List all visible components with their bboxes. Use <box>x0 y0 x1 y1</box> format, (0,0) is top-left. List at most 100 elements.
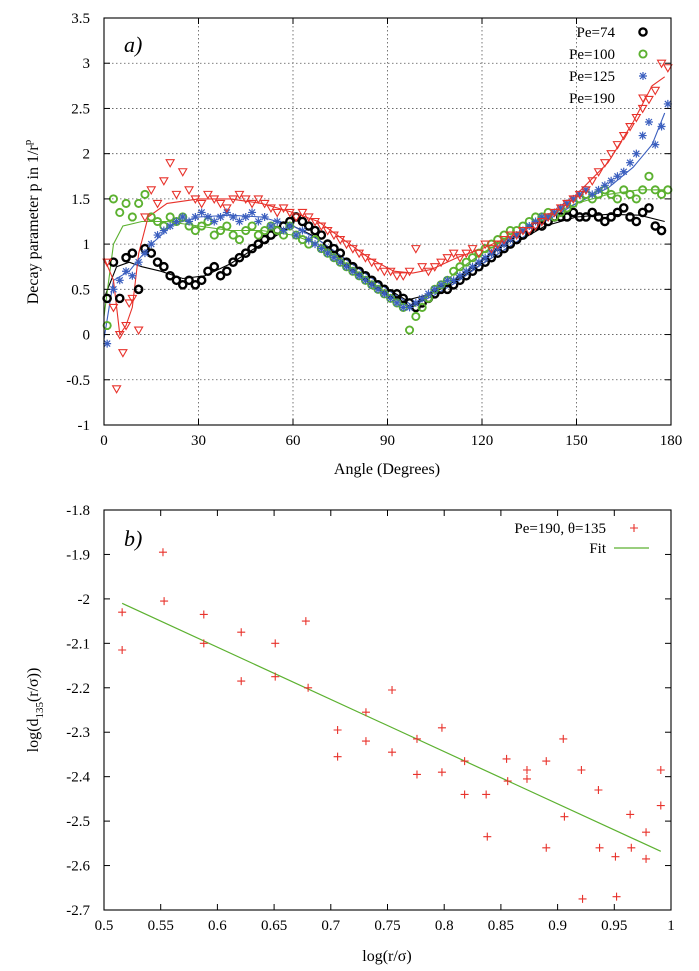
data-point <box>599 159 610 168</box>
data-point <box>581 212 591 222</box>
data-point <box>656 766 665 774</box>
panel-a-ticks: 0 30 60 90 120 150 180 -1 -0.5 0 0.5 1 1.5 2 2.5 3 3.5 <box>66 11 682 449</box>
data-point <box>127 212 137 222</box>
data-point <box>388 686 397 694</box>
data-point <box>166 222 175 231</box>
data-point <box>374 285 383 294</box>
panel-a-xlabel: Angle (Degrees) <box>334 461 440 478</box>
data-point <box>562 199 572 209</box>
data-point <box>146 186 157 195</box>
panel-b-fit-line <box>121 602 662 852</box>
data-point <box>260 225 270 236</box>
data-point <box>625 189 635 199</box>
data-point <box>462 267 471 276</box>
data-point <box>291 213 302 223</box>
data-point <box>502 754 511 763</box>
data-point <box>197 221 207 231</box>
data-point <box>140 189 150 199</box>
data-point <box>196 199 207 209</box>
panel-a-points <box>102 59 673 394</box>
x-tick-label: 0.9 <box>548 918 567 934</box>
data-point <box>544 212 553 221</box>
data-point <box>191 212 200 221</box>
data-point <box>656 59 667 69</box>
data-point <box>386 294 395 303</box>
legend-label: Pe=100 <box>569 47 615 63</box>
data-point <box>392 298 401 307</box>
data-point <box>663 99 672 108</box>
data-point <box>241 212 250 221</box>
data-point <box>171 190 182 200</box>
data-point <box>593 168 604 177</box>
data-point <box>619 185 629 195</box>
data-point <box>562 212 572 222</box>
data-point <box>644 118 653 127</box>
data-point <box>237 677 246 686</box>
data-point <box>417 263 428 272</box>
data-point <box>619 167 628 176</box>
data-point <box>625 212 635 222</box>
y-tick-label: 2 <box>83 147 91 163</box>
data-point <box>656 801 665 810</box>
data-point <box>247 243 257 254</box>
data-point <box>455 271 464 280</box>
data-point <box>600 181 609 190</box>
data-point <box>650 221 661 231</box>
data-point <box>133 326 144 336</box>
data-point <box>272 208 283 218</box>
data-point <box>379 267 390 277</box>
fit-line <box>121 602 662 852</box>
data-point <box>412 734 421 743</box>
data-point <box>511 231 522 241</box>
data-point <box>606 212 616 222</box>
data-point <box>140 213 150 223</box>
data-point <box>259 199 270 209</box>
data-point <box>530 222 541 232</box>
data-point <box>443 276 452 285</box>
data-point <box>581 186 591 195</box>
data-point <box>335 248 346 258</box>
data-point <box>341 240 352 250</box>
data-point <box>329 231 339 241</box>
data-point <box>606 189 616 199</box>
panel-b-ticks: 0.5 0.55 0.6 0.65 0.7 0.75 0.8 0.85 0.9 0.95 1 -2.7… <box>66 503 675 934</box>
data-point <box>618 132 629 141</box>
data-point <box>499 236 509 245</box>
x-tick-label: 0.6 <box>208 918 227 934</box>
data-point <box>638 185 648 195</box>
data-point <box>482 790 491 799</box>
data-point <box>503 777 512 786</box>
data-point <box>650 185 660 195</box>
data-point <box>152 257 163 268</box>
legend-label: Pe=74 <box>577 25 616 41</box>
data-point <box>197 208 206 217</box>
data-point <box>316 230 327 240</box>
data-point <box>115 207 125 218</box>
panel-a-ylabel: Decay parameter p in 1/rp <box>22 139 42 304</box>
data-point <box>203 266 213 277</box>
panel-b-legend: Pe=190, θ=135 Fit <box>514 521 649 557</box>
panel-b-points <box>118 548 665 903</box>
panel-b-chart: 0.5 0.55 0.6 0.65 0.7 0.75 0.8 0.85 0.9 0.95 1 -2.7… <box>25 503 675 965</box>
data-point <box>642 828 651 837</box>
data-point <box>128 271 137 280</box>
data-point <box>455 254 465 263</box>
data-point <box>115 276 124 285</box>
data-point <box>177 168 188 177</box>
x-tick-label: 60 <box>286 433 301 449</box>
data-point <box>234 235 244 245</box>
data-point <box>361 737 370 746</box>
data-point <box>121 321 131 331</box>
data-point <box>322 239 333 249</box>
legend-marker <box>638 27 648 37</box>
y-tick-label: -0.5 <box>66 373 90 389</box>
data-point <box>638 131 647 140</box>
y-tick-label: -2.3 <box>66 725 90 741</box>
data-point <box>147 240 156 249</box>
y-tick-label: -2.7 <box>66 903 90 919</box>
data-point <box>449 266 459 276</box>
data-point <box>152 199 163 209</box>
data-point <box>333 752 342 761</box>
data-point <box>411 311 421 322</box>
